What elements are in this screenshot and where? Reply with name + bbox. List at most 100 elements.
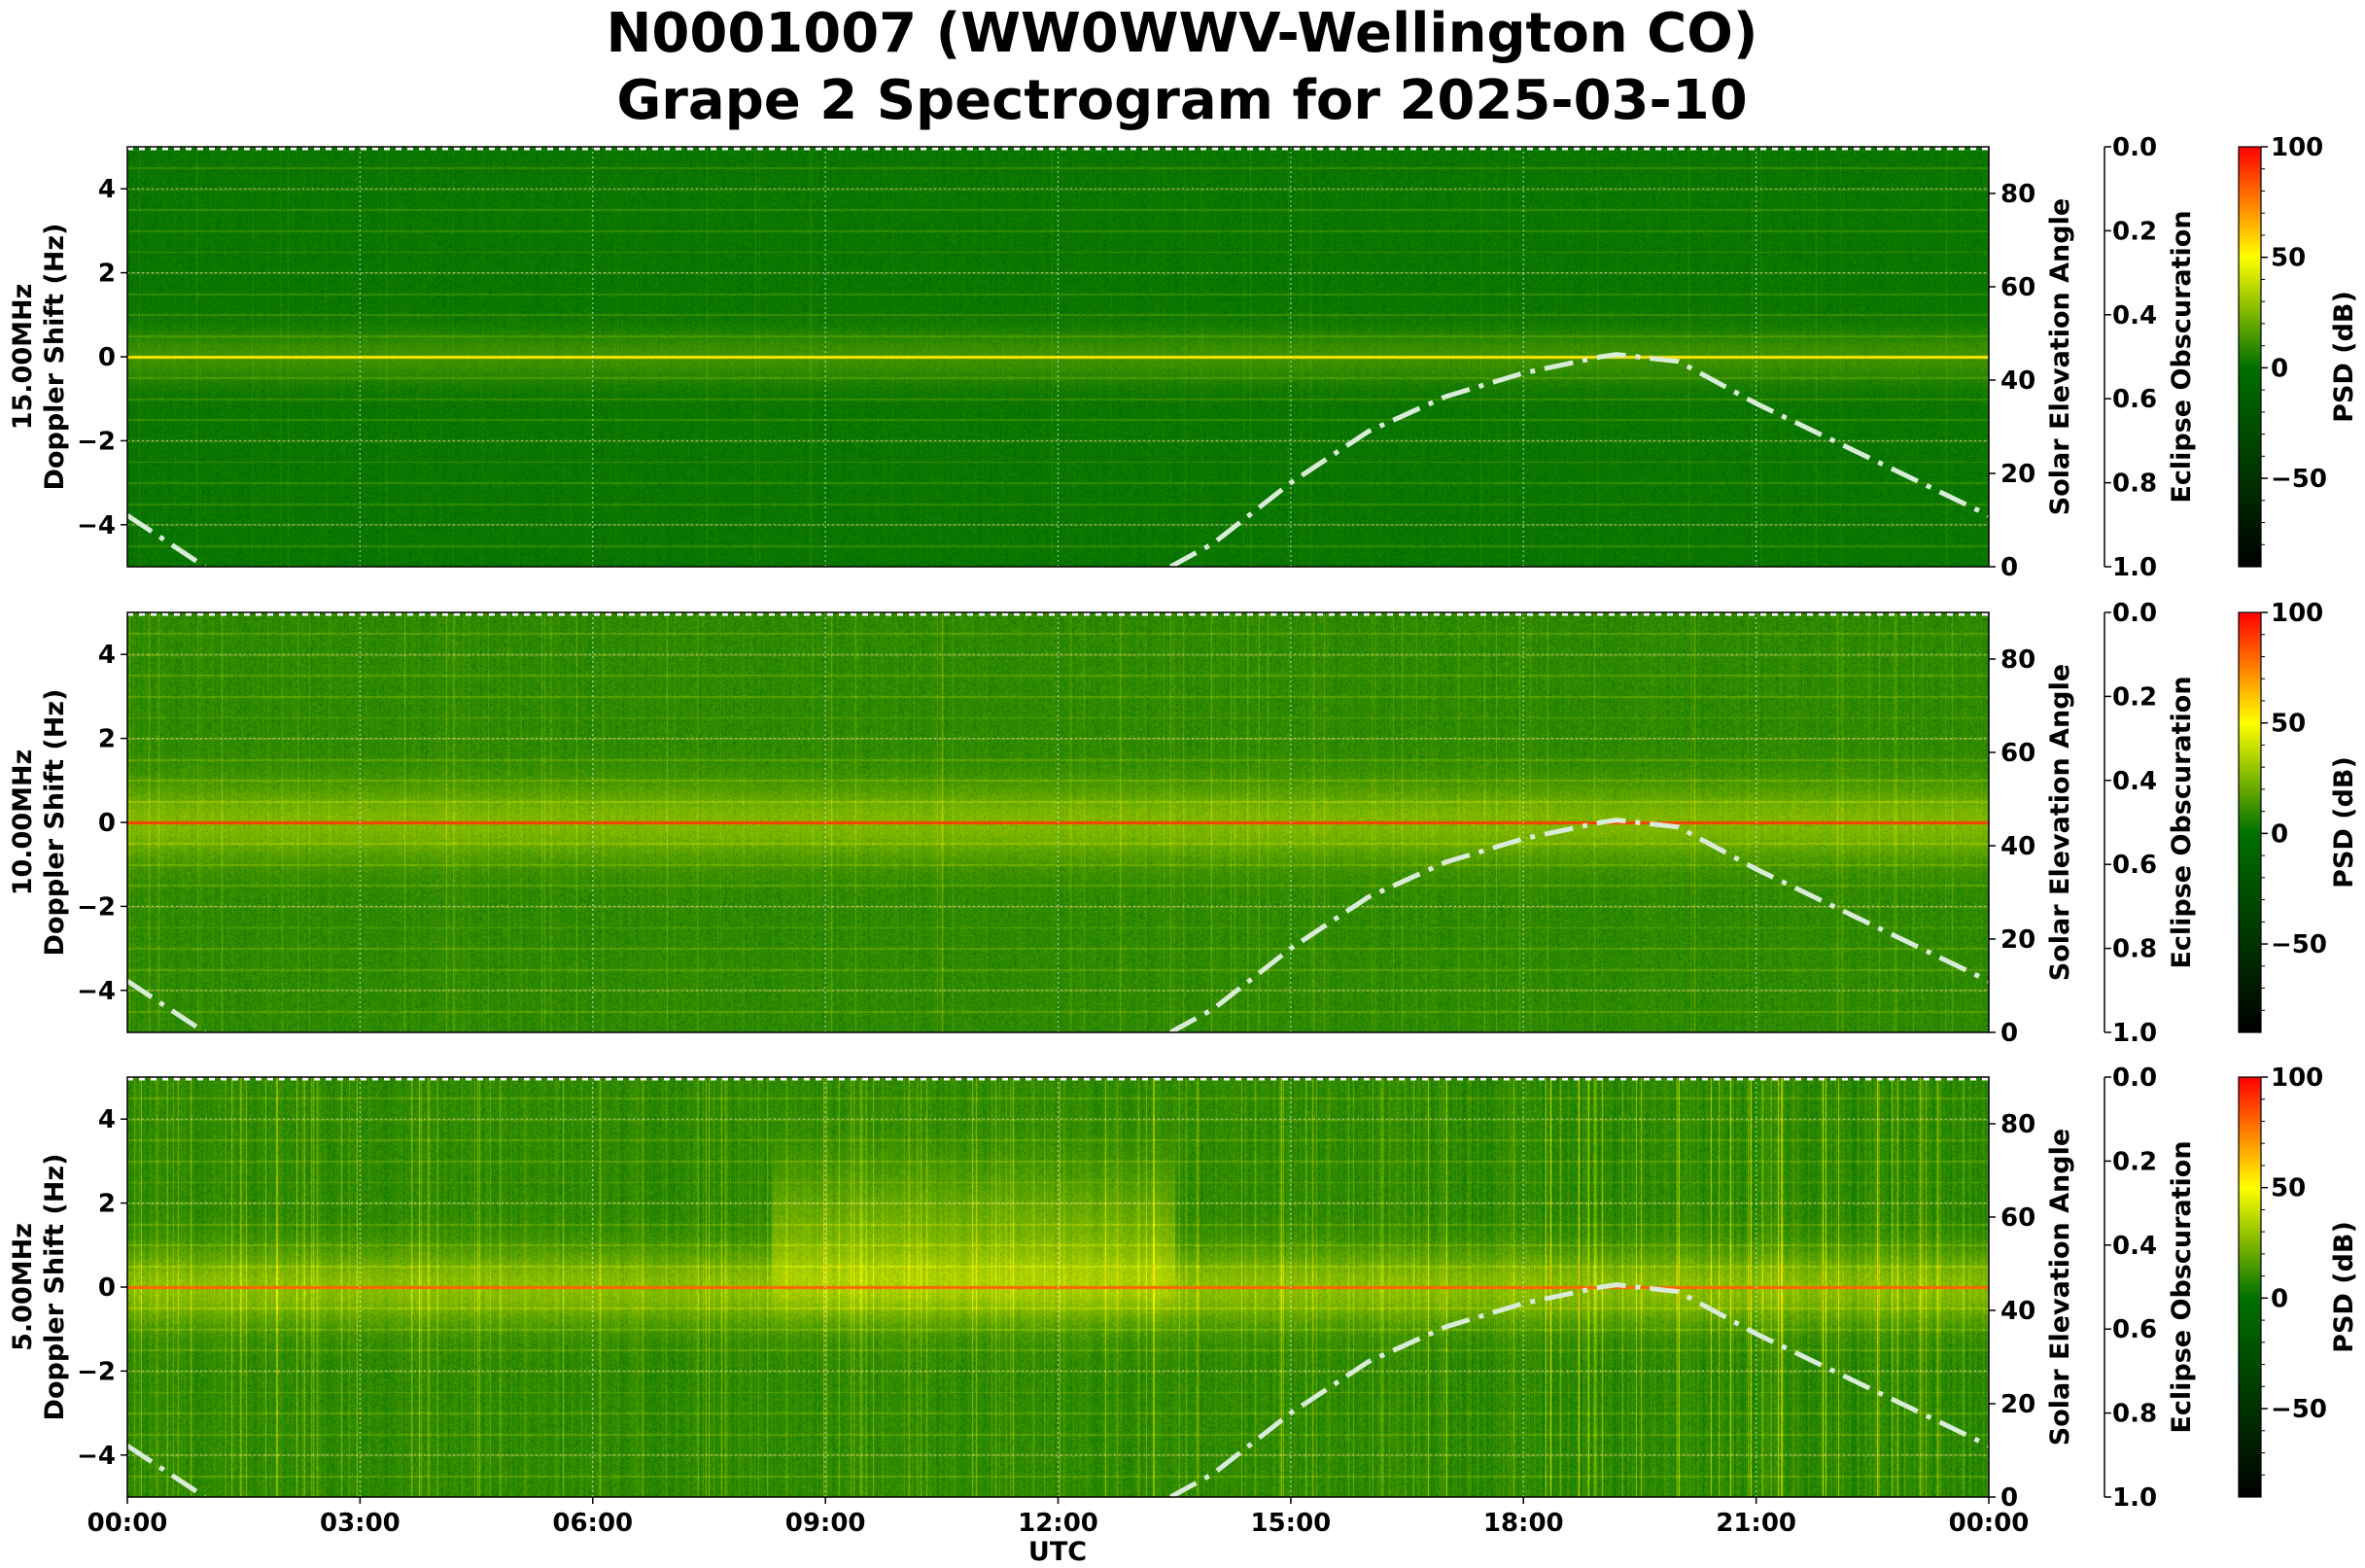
y-tick-label: 4 [98,641,116,670]
y2-tick-label: 80 [2000,180,2035,209]
y3-tick-label: 0.8 [2112,1400,2157,1429]
y3-tick-label: 0.8 [2112,935,2157,964]
y2-tick-label: 40 [2000,366,2035,396]
title-line-2: Grape 2 Spectrogram for 2025-03-10 [616,69,1747,132]
x-tick-label: 12:00 [1018,1509,1098,1538]
y-tick-label: −4 [77,977,116,1006]
y2-tick-label: 0 [2000,1483,2018,1513]
solar-elevation-curve [1169,818,1991,1035]
y3-axis-label: Eclipse Obscuration [2167,1140,2197,1433]
y3-tick-label: 0.6 [2112,851,2157,880]
colorbar-tick-label: 100 [2271,133,2323,162]
colorbar-label: PSD (dB) [2329,756,2359,889]
y-tick-label: −4 [77,1442,116,1471]
solar-elevation-curve [1169,352,1991,570]
y2-tick-label: 60 [2000,1203,2035,1233]
colorbar-tick-label: −50 [2271,930,2327,959]
colorbar-tick-label: −50 [2271,465,2327,494]
solar-elevation-curve [1169,1282,1991,1500]
y3-tick-label: 1.0 [2112,1019,2157,1048]
colorbar-tick-label: 0 [2271,354,2288,383]
colorbar-tick-label: −50 [2271,1395,2327,1424]
y2-tick-label: 0 [2000,553,2018,582]
colorbar-tick-label: 50 [2271,710,2306,739]
colorbar-label: PSD (dB) [2329,1221,2359,1353]
y-tick-label: 0 [98,809,116,838]
y3-axis-label: Eclipse Obscuration [2167,676,2197,968]
x-tick-label: 06:00 [552,1509,633,1538]
y2-tick-label: 40 [2000,832,2035,861]
y3-tick-label: 0.2 [2112,1147,2157,1176]
y-axis-label: Doppler Shift (Hz) [40,689,70,957]
y3-tick-label: 0.4 [2112,301,2157,331]
title-line-1: N0001007 (WW0WWV-Wellington CO) [607,2,1758,65]
panel-frequency-label: 15.00MHz [8,284,38,431]
y3-tick-label: 0.4 [2112,767,2157,796]
panel-frequency-label: 10.00MHz [8,749,38,896]
y2-tick-label: 60 [2000,273,2035,302]
y3-tick-label: 0.0 [2112,599,2157,628]
y3-tick-label: 1.0 [2112,553,2157,582]
y-tick-label: 4 [98,1105,116,1134]
x-tick-label: 03:00 [320,1509,400,1538]
y2-tick-label: 60 [2000,739,2035,768]
y2-tick-label: 80 [2000,1110,2035,1139]
y-tick-label: 0 [98,1273,116,1303]
solar-elevation-curve [125,1444,207,1500]
y-tick-label: 2 [98,260,116,289]
y3-tick-label: 0.2 [2112,217,2157,246]
x-axis-label: UTC [1028,1537,1087,1567]
y3-tick-label: 0.6 [2112,1315,2157,1344]
panel-frequency-label: 5.00MHz [8,1223,38,1351]
y2-tick-label: 20 [2000,460,2035,489]
colorbar-tick-label: 100 [2271,599,2323,628]
y3-axis-label: Eclipse Obscuration [2167,210,2197,503]
y-tick-label: 2 [98,1190,116,1219]
y-tick-label: −4 [77,511,116,540]
y2-tick-label: 20 [2000,1390,2035,1419]
solar-elevation-curve [125,513,207,570]
y3-tick-label: 1.0 [2112,1483,2157,1513]
y3-tick-label: 0.4 [2112,1232,2157,1261]
y-tick-label: −2 [77,892,116,922]
x-tick-label: 00:00 [1949,1509,2030,1538]
y3-tick-label: 0.0 [2112,133,2157,162]
colorbar-tick-label: 0 [2271,819,2288,849]
y-tick-label: 2 [98,725,116,754]
y2-tick-label: 20 [2000,925,2035,955]
colorbar [2238,1076,2262,1498]
x-tick-label: 00:00 [87,1509,168,1538]
x-tick-label: 21:00 [1716,1509,1796,1538]
y2-axis-label: Solar Elevation Angle [2045,1129,2075,1446]
y2-tick-label: 0 [2000,1019,2018,1048]
y3-tick-label: 0.2 [2112,682,2157,712]
x-tick-label: 15:00 [1250,1509,1331,1538]
y-tick-label: 4 [98,175,116,204]
y3-tick-label: 0.0 [2112,1063,2157,1093]
y-tick-label: −2 [77,1357,116,1386]
colorbar [2238,146,2262,568]
colorbar-tick-label: 50 [2271,1174,2306,1203]
y2-tick-label: 80 [2000,645,2035,675]
solar-elevation-curve [125,979,207,1035]
y2-tick-label: 40 [2000,1297,2035,1326]
y-axis-label: Doppler Shift (Hz) [40,224,70,491]
x-tick-label: 09:00 [785,1509,866,1538]
y3-tick-label: 0.8 [2112,470,2157,499]
y-axis-label: Doppler Shift (Hz) [40,1154,70,1421]
colorbar-label: PSD (dB) [2329,291,2359,423]
colorbar [2238,611,2262,1033]
x-tick-label: 18:00 [1483,1509,1564,1538]
colorbar-tick-label: 100 [2271,1063,2323,1093]
colorbar-tick-label: 0 [2271,1284,2288,1313]
y2-axis-label: Solar Elevation Angle [2045,198,2075,515]
y3-tick-label: 0.6 [2112,385,2157,414]
y2-axis-label: Solar Elevation Angle [2045,664,2075,981]
colorbar-tick-label: 50 [2271,244,2306,273]
y-tick-label: −2 [77,427,116,456]
